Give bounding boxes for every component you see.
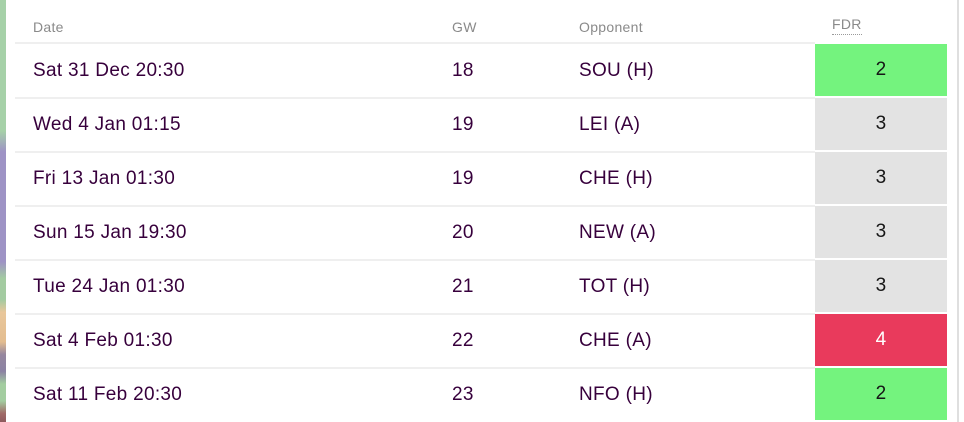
fixture-opponent: TOT (H) <box>579 276 651 297</box>
background-image-edge <box>0 0 6 422</box>
fixture-row: Sat 4 Feb 01:30 22 CHE (A) 4 <box>0 313 964 368</box>
fdr-badge: 3 <box>815 206 947 258</box>
fixture-opponent: NFO (H) <box>579 384 653 405</box>
fixture-date: Fri 13 Jan 01:30 <box>33 168 176 189</box>
fixture-row: Wed 4 Jan 01:15 19 LEI (A) 3 <box>0 97 964 152</box>
fixture-date: Wed 4 Jan 01:15 <box>33 114 181 135</box>
fixture-row: Sat 11 Feb 20:30 23 NFO (H) 2 <box>0 367 964 422</box>
column-header-opponent: Opponent <box>579 19 643 35</box>
fixture-opponent: LEI (A) <box>579 114 641 135</box>
fixture-gameweek: 19 <box>452 168 474 189</box>
fdr-badge: 2 <box>815 44 947 96</box>
fdr-badge: 4 <box>815 314 947 366</box>
fdr-badge: 2 <box>815 368 947 420</box>
fixture-gameweek: 23 <box>452 384 474 405</box>
fixture-opponent: NEW (A) <box>579 222 657 243</box>
fixture-opponent: SOU (H) <box>579 60 654 81</box>
fixture-gameweek: 18 <box>452 60 474 81</box>
fixture-gameweek: 21 <box>452 276 474 297</box>
column-header-date: Date <box>33 19 64 35</box>
column-header-gameweek: GW <box>452 19 477 35</box>
fdr-badge: 3 <box>815 152 947 204</box>
fixture-date: Sat 4 Feb 01:30 <box>33 330 173 351</box>
fixture-gameweek: 19 <box>452 114 474 135</box>
table-right-border <box>957 0 959 422</box>
fdr-badge: 3 <box>815 98 947 150</box>
fixture-opponent: CHE (A) <box>579 330 652 351</box>
fixture-row: Sat 31 Dec 20:30 18 SOU (H) 2 <box>0 44 964 98</box>
fixture-table-header: Date GW Opponent FDR <box>0 0 964 44</box>
column-header-fdr-tooltip[interactable]: FDR <box>832 16 862 35</box>
fixture-row: Fri 13 Jan 01:30 19 CHE (H) 3 <box>0 151 964 206</box>
fixture-gameweek: 22 <box>452 330 474 351</box>
fixture-gameweek: 20 <box>452 222 474 243</box>
fixture-row: Sun 15 Jan 19:30 20 NEW (A) 3 <box>0 205 964 260</box>
fixture-opponent: CHE (H) <box>579 168 653 189</box>
fixture-date: Tue 24 Jan 01:30 <box>33 276 185 297</box>
fixture-row: Tue 24 Jan 01:30 21 TOT (H) 3 <box>0 259 964 314</box>
fixture-date: Sat 31 Dec 20:30 <box>33 60 185 81</box>
fixture-date: Sat 11 Feb 20:30 <box>33 384 183 405</box>
header-divider <box>15 42 815 44</box>
table-body: Sat 31 Dec 20:30 18 SOU (H) 2 Wed 4 Jan … <box>0 44 964 422</box>
fdr-badge: 3 <box>815 260 947 312</box>
fixture-date: Sun 15 Jan 19:30 <box>33 222 187 243</box>
